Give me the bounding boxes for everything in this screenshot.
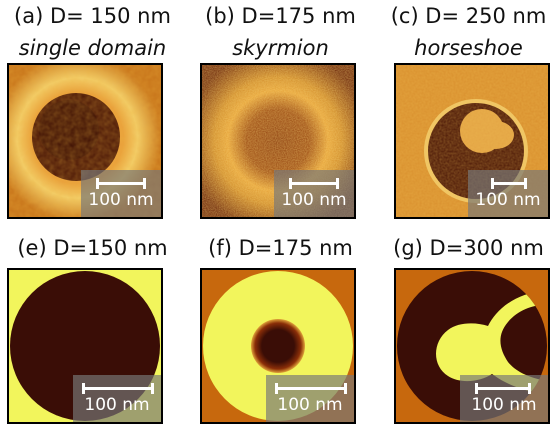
panel-c-image: 100 nm <box>394 63 550 219</box>
scale-bar-label: 100 nm <box>471 395 537 415</box>
scale-bar-a: 100 nm <box>81 170 161 217</box>
panel-f-image: 100 nm <box>200 268 356 424</box>
panel-b-subtitle: skyrmion <box>232 36 329 60</box>
scale-bar-line <box>96 178 146 189</box>
scale-bar-g: 100 nm <box>460 375 548 422</box>
scale-bar-line <box>275 383 347 394</box>
scale-bar-line <box>289 178 339 189</box>
scale-bar-label: 100 nm <box>277 395 343 415</box>
scale-bar-line <box>475 383 531 394</box>
panel-b-title: (b) D=175 nm <box>205 4 356 28</box>
panel-a-image: 100 nm <box>7 63 163 219</box>
scale-bar-e: 100 nm <box>73 375 161 422</box>
panel-b-image: 100 nm <box>200 63 356 219</box>
panel-f-title: (f) D=175 nm <box>208 236 353 260</box>
panel-e-title: (e) D=150 nm <box>17 236 168 260</box>
panel-c-subtitle: horseshoe <box>414 36 523 60</box>
single-domain-image <box>9 65 161 217</box>
scale-bar-label: 100 nm <box>281 190 347 210</box>
scale-bar-label: 100 nm <box>84 395 150 415</box>
panel-a-title: (a) D= 150 nm <box>14 4 171 28</box>
panel-a-subtitle: single domain <box>18 36 167 60</box>
panel-g-title: (g) D=300 nm <box>393 236 544 260</box>
panel-e-image: 100 nm <box>7 268 163 424</box>
scale-bar-line <box>82 383 154 394</box>
scale-bar-label: 100 nm <box>88 190 154 210</box>
panel-c-title: (c) D= 250 nm <box>390 4 547 28</box>
scale-bar-c: 100 nm <box>468 170 548 217</box>
scale-bar-label: 100 nm <box>475 190 541 210</box>
scale-bar-line <box>491 178 527 189</box>
panel-g-image: 100 nm <box>394 268 550 424</box>
scale-bar-f: 100 nm <box>266 375 354 422</box>
scale-bar-b: 100 nm <box>274 170 354 217</box>
